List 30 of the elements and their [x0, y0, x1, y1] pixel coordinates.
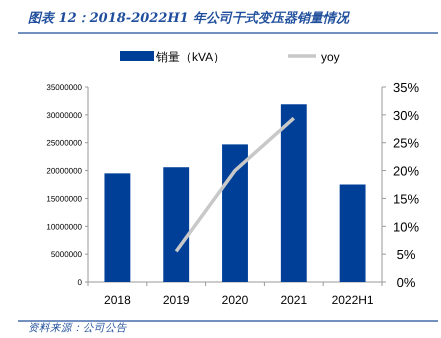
- y2-tick-label: 35%: [392, 80, 420, 95]
- y-tick-label: 15000000: [46, 194, 83, 204]
- bar: [340, 184, 366, 282]
- y2-tick-label: 5%: [396, 247, 416, 262]
- y-tick-label: 20000000: [46, 166, 83, 176]
- bar: [163, 167, 190, 282]
- legend-label: 销量（kVA）: [155, 50, 226, 64]
- bar: [222, 144, 248, 282]
- bar: [104, 173, 130, 282]
- y2-tick-label: 30%: [392, 108, 420, 123]
- y2-tick-label: 0%: [396, 275, 416, 290]
- x-tick-label: 2018: [104, 293, 132, 307]
- y2-tick-label: 15%: [392, 191, 420, 206]
- y-tick-label: 5000000: [50, 250, 83, 260]
- y-tick-label: 30000000: [46, 110, 83, 120]
- x-tick-label: 2020: [222, 293, 249, 307]
- y2-tick-label: 10%: [392, 219, 420, 234]
- chart-title: 图表 12：2018-2022H1 年公司干式变压器销量情况: [28, 10, 350, 26]
- x-tick-label: 2019: [162, 293, 190, 307]
- y-tick-label: 0: [78, 278, 83, 287]
- y-tick-label: 35000000: [46, 83, 83, 92]
- legend-label: yoy: [321, 50, 340, 64]
- bar: [280, 104, 307, 282]
- text: 资料来源：公司公告: [28, 322, 128, 334]
- y2-tick-label: 20%: [392, 164, 420, 179]
- x-tick-label: 2021: [280, 293, 308, 307]
- y2-tick-label: 25%: [392, 136, 420, 151]
- y-tick-label: 10000000: [46, 222, 83, 232]
- y-tick-label: 25000000: [46, 138, 83, 148]
- x-tick-label: 2022H1: [332, 293, 374, 307]
